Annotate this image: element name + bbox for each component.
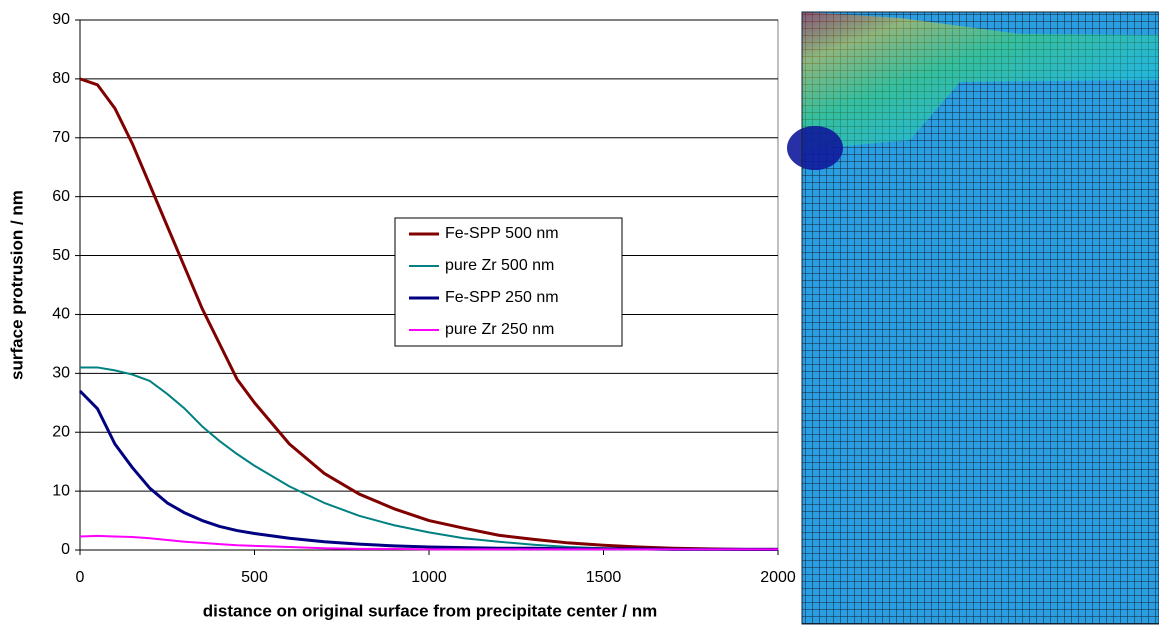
y-tick-label: 50 [52, 247, 70, 264]
y-tick-label: 10 [52, 482, 70, 499]
x-axis-title: distance on original surface from precip… [203, 601, 657, 620]
legend-label: pure Zr 500 nm [445, 257, 554, 274]
y-tick-label: 20 [52, 423, 70, 440]
y-tick-label: 30 [52, 365, 70, 382]
y-tick-label: 0 [61, 541, 70, 558]
x-tick-label: 1000 [411, 569, 447, 586]
y-tick-label: 40 [52, 306, 70, 323]
y-tick-label: 90 [52, 11, 70, 28]
y-tick-label: 80 [52, 70, 70, 87]
legend-label: Fe-SPP 500 nm [445, 225, 559, 242]
x-tick-label: 500 [241, 569, 268, 586]
mesh-image [787, 11, 1159, 625]
y-tick-label: 70 [52, 129, 70, 146]
series-line [79, 77, 778, 551]
x-tick-label: 1500 [586, 569, 622, 586]
legend-label: pure Zr 250 nm [445, 321, 554, 338]
legend [394, 217, 623, 347]
y-tick-label: 60 [52, 188, 70, 205]
y-axis-title: surface protrusion / nm [7, 190, 26, 380]
x-tick-label: 2000 [760, 569, 796, 586]
legend-label: Fe-SPP 250 nm [445, 289, 559, 306]
x-tick-label: 0 [76, 569, 85, 586]
series-line [79, 534, 778, 551]
